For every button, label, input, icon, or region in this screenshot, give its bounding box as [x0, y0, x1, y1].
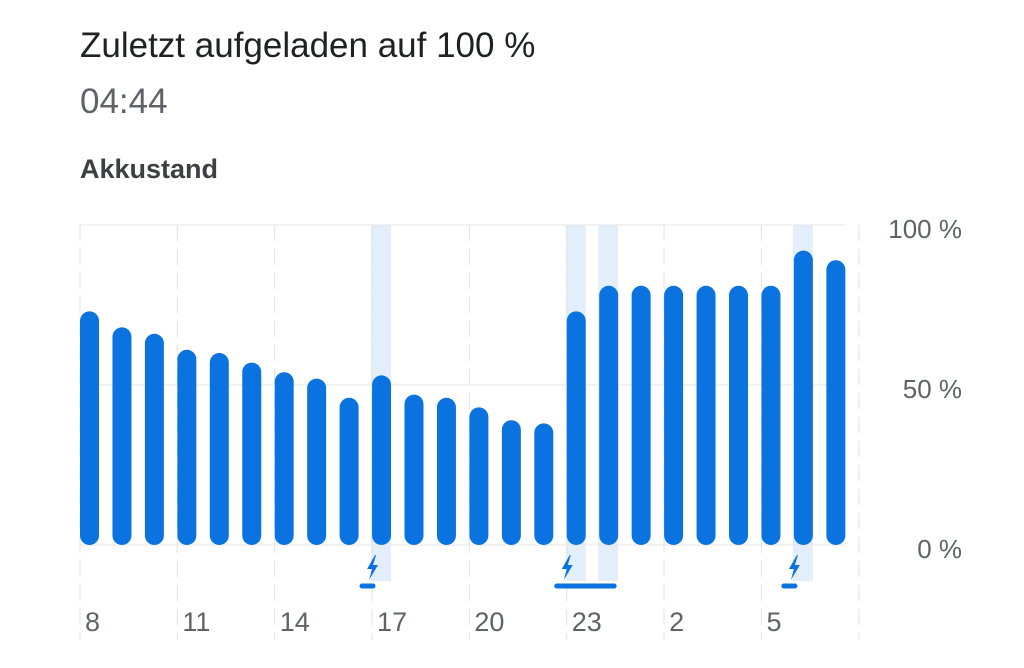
- battery-bar: [631, 285, 651, 545]
- battery-bar: [469, 407, 489, 545]
- battery-bar: [534, 423, 554, 545]
- battery-bar: [274, 372, 294, 545]
- y-tick-label: 100 %: [888, 214, 962, 244]
- battery-bar: [372, 375, 392, 545]
- battery-bar: [566, 311, 586, 545]
- x-tick-label: 20: [474, 607, 504, 637]
- x-tick-label: 5: [766, 607, 781, 637]
- x-tick-label: 11: [182, 607, 210, 637]
- battery-bar: [761, 285, 781, 545]
- battery-bar: [501, 420, 521, 545]
- battery-bar: [339, 397, 359, 545]
- page-title: Zuletzt aufgeladen auf 100 %: [80, 26, 536, 65]
- y-tick-label: 50 %: [903, 374, 962, 404]
- battery-bar: [307, 378, 327, 545]
- battery-bar: [793, 250, 813, 545]
- battery-bar: [80, 311, 99, 545]
- x-tick-label: 23: [572, 607, 602, 637]
- battery-bar: [729, 285, 748, 545]
- y-tick-label: 0 %: [917, 534, 962, 564]
- battery-bar: [209, 353, 229, 545]
- section-title: Akkustand: [80, 154, 219, 184]
- battery-bar: [112, 327, 132, 545]
- last-charged-time: 04:44: [80, 82, 168, 121]
- battery-bar: [696, 285, 716, 545]
- battery-bar: [826, 260, 846, 545]
- battery-bar: [177, 349, 197, 545]
- x-tick-label: 8: [85, 607, 100, 637]
- x-tick-label: 14: [280, 607, 310, 637]
- battery-bar: [599, 285, 619, 545]
- x-tick-label: 17: [377, 607, 407, 637]
- x-tick-label: 2: [669, 607, 684, 637]
- charging-bolt-icon: [367, 555, 379, 580]
- battery-bar: [242, 362, 262, 545]
- battery-bar: [144, 333, 164, 545]
- charging-bolt-icon: [561, 555, 573, 580]
- battery-bar: [664, 285, 684, 545]
- battery-bar: [436, 397, 456, 545]
- charging-bolt-icon: [788, 555, 800, 580]
- battery-bar: [404, 394, 424, 545]
